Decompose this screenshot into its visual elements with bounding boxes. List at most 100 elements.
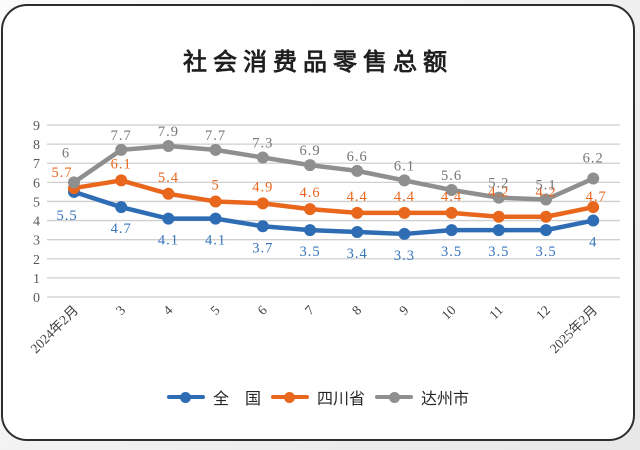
data-label: 4.1	[205, 233, 226, 249]
data-label: 4.1	[158, 233, 179, 249]
data-label: 6.2	[583, 151, 604, 167]
data-point	[445, 183, 458, 196]
data-point	[304, 159, 316, 172]
data-label: 7.9	[158, 124, 179, 140]
y-tick-label: 7	[33, 157, 40, 172]
data-label: 4.4	[347, 189, 368, 205]
data-point	[492, 191, 505, 204]
data-label: 3.5	[488, 244, 509, 260]
data-label: 7.3	[252, 135, 273, 151]
data-label: 5.5	[56, 208, 77, 224]
series-line	[73, 189, 594, 237]
legend-label: 全 国	[212, 391, 261, 408]
data-label: 6.1	[394, 158, 415, 174]
data-label: 3.5	[441, 244, 462, 260]
data-point	[587, 201, 600, 214]
data-label: 7.7	[111, 128, 132, 144]
x-tick-label: 7	[302, 302, 318, 318]
x-tick-label: 5	[207, 302, 223, 318]
y-tick-label: 3	[33, 234, 40, 249]
y-tick-label: 4	[33, 215, 40, 230]
data-point	[398, 227, 411, 240]
data-label: 4.9	[252, 179, 273, 195]
legend-item-dazhou: 达州市	[375, 385, 469, 409]
data-label: 6.6	[347, 149, 368, 165]
data-point	[587, 172, 600, 185]
data-point	[351, 164, 364, 177]
data-point	[351, 226, 364, 239]
line-dot-marker-icon	[270, 391, 309, 403]
data-point	[115, 201, 128, 214]
legend-label: 达州市	[421, 391, 470, 408]
chart-legend: 全 国 四川省 达州市	[3, 385, 633, 409]
legend-item-sichuan: 四川省	[270, 385, 365, 409]
data-point	[162, 140, 175, 153]
x-tick-label: 3	[113, 302, 129, 318]
y-tick-label: 5	[33, 195, 40, 210]
data-point	[492, 210, 505, 223]
data-point	[115, 174, 128, 187]
data-label: 4	[589, 235, 597, 251]
data-point	[540, 193, 552, 206]
data-point	[398, 206, 411, 219]
chart-title: 社会消费品零售总额	[183, 49, 453, 76]
data-point	[445, 224, 458, 237]
data-point	[540, 210, 552, 223]
x-tick-label: 11	[486, 303, 506, 323]
data-label: 3.4	[347, 246, 368, 262]
data-point	[162, 187, 175, 200]
line-dot-marker-icon	[375, 391, 413, 403]
y-tick-label: 6	[33, 176, 40, 191]
data-label: 3.7	[252, 240, 273, 256]
data-label: 5.4	[158, 170, 179, 186]
data-label: 3.3	[394, 248, 415, 264]
data-label: 5.7	[51, 165, 72, 181]
y-tick-label: 2	[33, 253, 40, 268]
data-point	[492, 224, 505, 237]
x-tick-label: 8	[349, 302, 365, 318]
data-label: 7.7	[205, 128, 226, 144]
y-tick-label: 9	[33, 119, 40, 134]
x-tick-label: 2024年2月	[28, 303, 82, 357]
data-point	[304, 224, 316, 237]
data-point	[256, 197, 269, 210]
data-point	[115, 143, 128, 156]
data-label: 5.6	[441, 168, 462, 184]
data-label: 4.7	[586, 189, 607, 205]
data-point	[587, 214, 600, 227]
data-label: 4.4	[441, 189, 462, 205]
x-tick-label: 10	[439, 302, 459, 322]
x-tick-label: 2025年2月	[547, 303, 601, 357]
data-label: 5.1	[535, 178, 556, 194]
x-tick-label: 12	[533, 303, 553, 323]
data-label: 6.1	[111, 156, 132, 172]
series-line	[72, 143, 595, 202]
x-tick-label: 6	[255, 302, 271, 318]
data-point	[209, 143, 222, 156]
data-point	[256, 220, 269, 233]
legend-label: 四川省	[316, 391, 365, 408]
data-point	[304, 203, 316, 216]
data-point	[209, 212, 222, 225]
data-label: 4.4	[394, 189, 415, 205]
y-tick-label: 0	[33, 291, 40, 306]
data-label: 6.9	[299, 143, 320, 159]
data-label: 4.6	[299, 185, 320, 201]
data-label: 5.2	[488, 176, 509, 192]
data-point	[256, 151, 269, 164]
data-point	[209, 195, 222, 208]
chart-card: 社会消费品零售总额 0 1 2 3 4 5 6 7 8 9 2024年2月 3 4 5 6 7 8 9 10 11 12…	[1, 4, 635, 441]
data-label: 4.2	[488, 185, 509, 201]
x-tick-label: 4	[160, 302, 176, 318]
data-label: 4.7	[111, 221, 132, 237]
data-label: 4.2	[535, 185, 556, 201]
data-point	[68, 176, 80, 189]
data-label: 6	[62, 145, 70, 161]
data-point	[540, 224, 552, 237]
data-label: 3.5	[535, 244, 556, 260]
line-dot-marker-icon	[166, 391, 205, 403]
data-point	[162, 212, 175, 225]
data-point	[351, 206, 364, 219]
